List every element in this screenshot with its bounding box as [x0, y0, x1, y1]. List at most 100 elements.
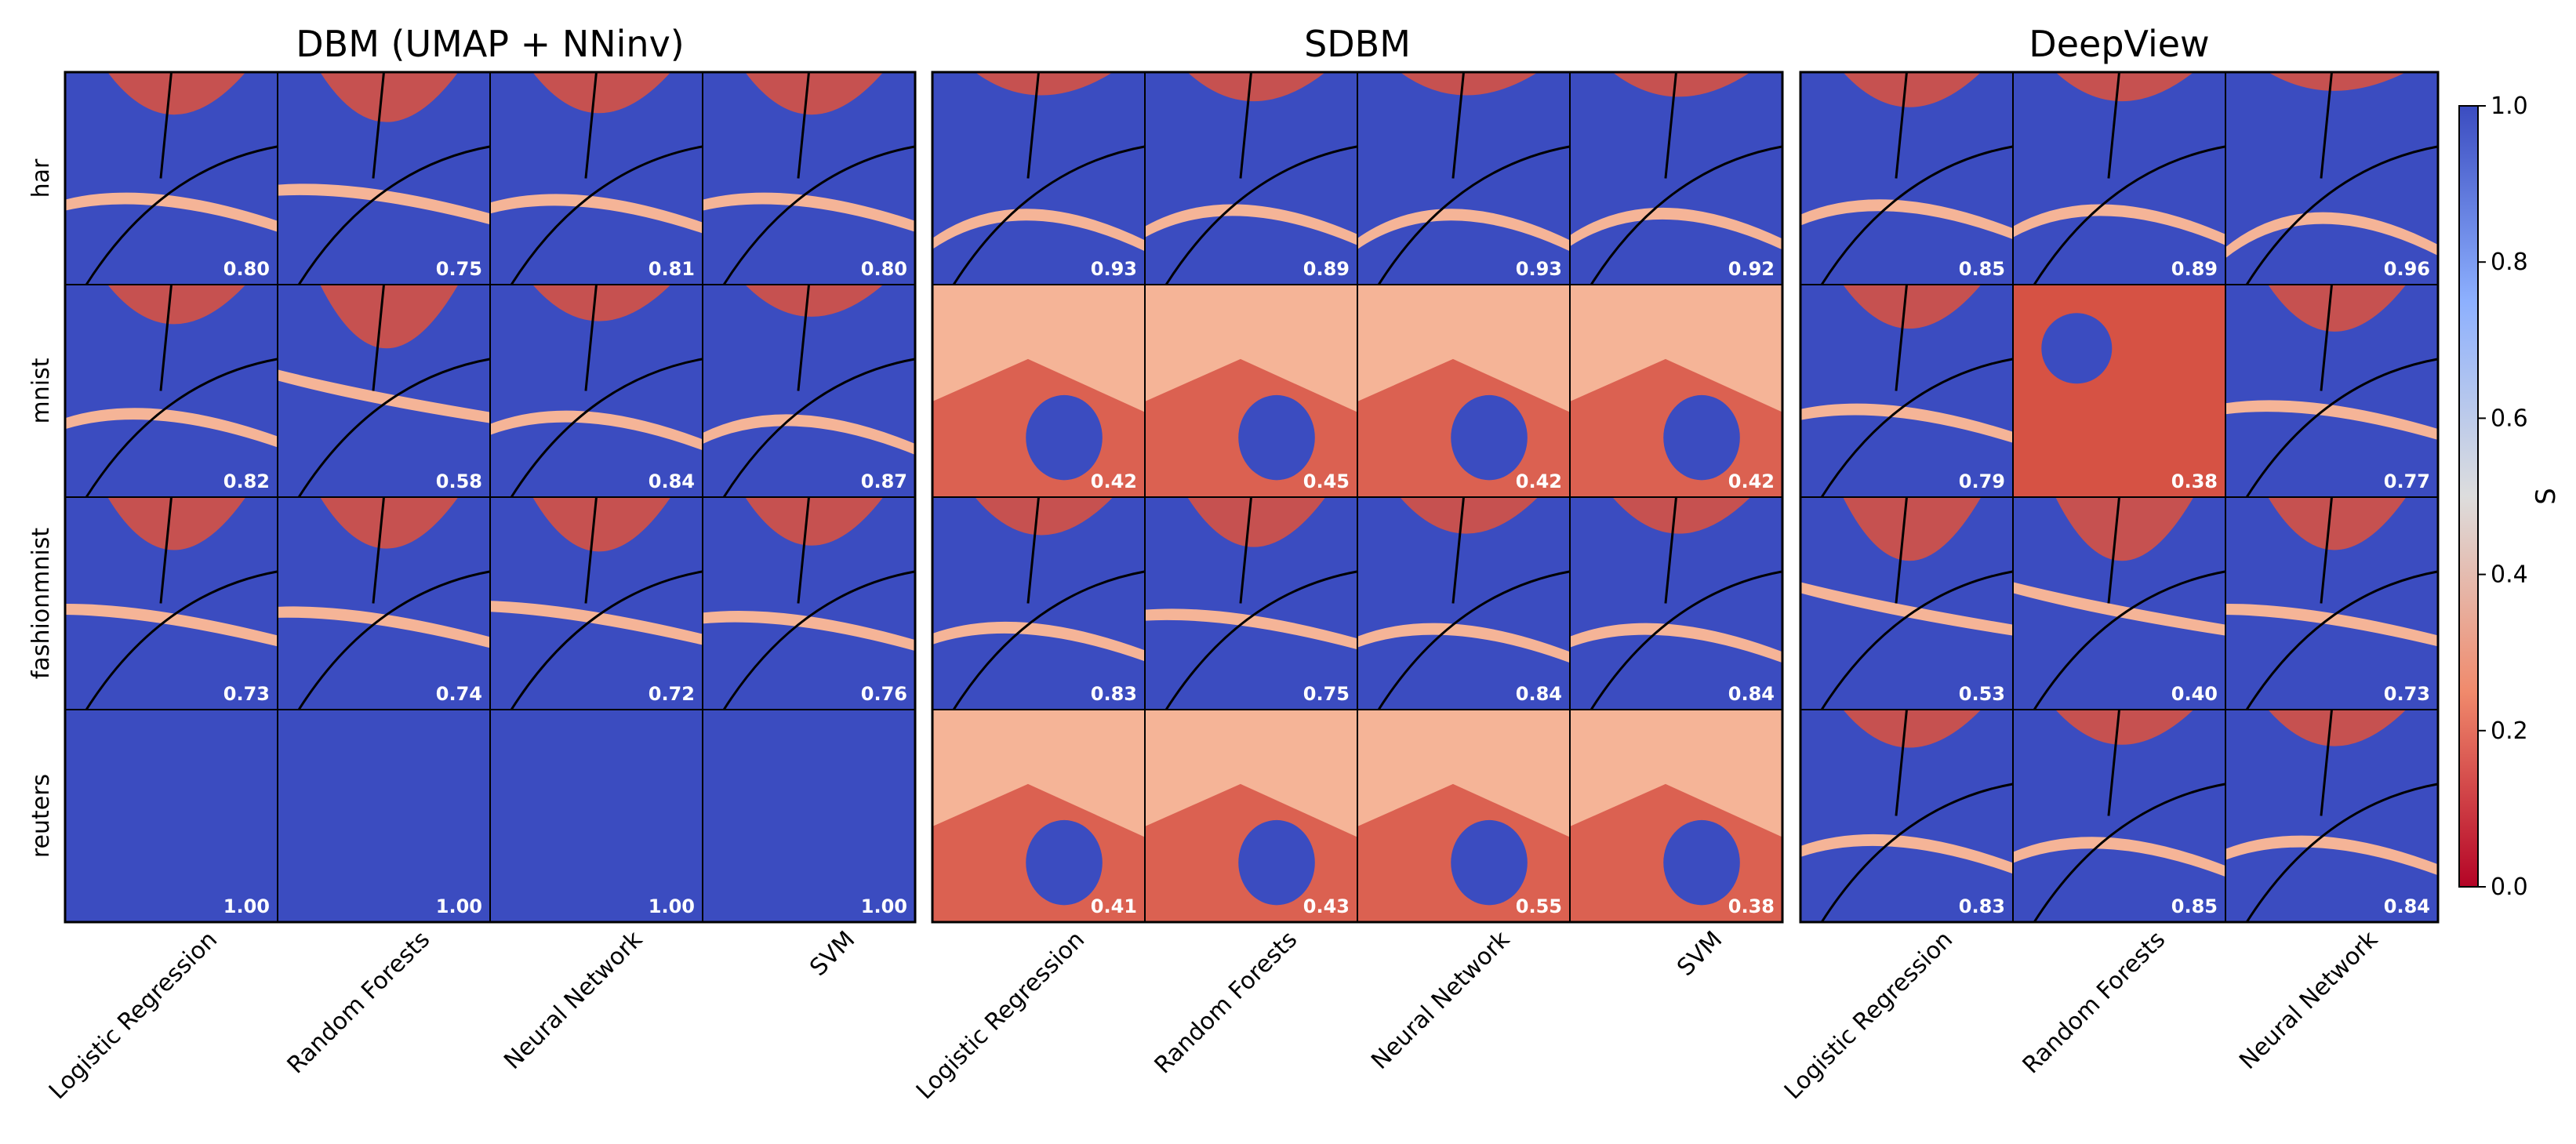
score-label: 0.84: [2384, 895, 2430, 917]
low-confidence-region: [1400, 72, 1539, 96]
row-label-mnist: mnist: [27, 358, 55, 423]
decision-boundary: [85, 71, 278, 285]
map-background: [2013, 72, 2225, 285]
row-label-har: har: [27, 158, 55, 198]
colorbar: 0.0 0.2 0.4 0.6 0.8 1.0 S: [2458, 93, 2562, 901]
score-label: 0.80: [223, 258, 270, 280]
high-confidence-region: [1238, 394, 1315, 481]
colorbar-tick-label: 0.0: [2491, 873, 2528, 901]
map-cell: 0.93: [932, 71, 1146, 285]
high-confidence-region: [1238, 819, 1315, 906]
low-confidence-region: [1400, 497, 1539, 534]
score-label: 0.72: [649, 683, 695, 705]
map-cell: 0.89: [1144, 71, 1358, 285]
score-label: 0.75: [436, 258, 482, 280]
score-label: 0.42: [1091, 470, 1137, 492]
low-confidence-region: [1570, 207, 1782, 250]
decision-boundary: [297, 284, 491, 498]
classifier-label: Neural Network: [2234, 925, 2383, 1074]
score-label: 0.38: [1728, 895, 1775, 917]
map-cell: 0.43: [1144, 709, 1358, 923]
panel-group-2: DeepView 0.85 0.89 0.96 0.79 0.38 0.77 0.53 0.40…: [1779, 23, 2440, 1105]
low-confidence-region: [1612, 497, 1751, 534]
map-background: [65, 710, 278, 922]
map-cell: 0.75: [1144, 496, 1358, 710]
score-label: 0.73: [2384, 683, 2430, 705]
low-confidence-region: [975, 497, 1114, 536]
map-cell: 0.93: [1357, 71, 1571, 285]
decision-boundary: [2033, 71, 2226, 285]
low-confidence-region: [490, 410, 703, 451]
score-label: 0.55: [1516, 895, 1562, 917]
decision-boundary: [297, 71, 491, 285]
map-cell: 0.84: [1357, 496, 1571, 710]
low-confidence-region: [107, 497, 246, 550]
map-cell: 0.42: [932, 284, 1146, 498]
score-label: 0.93: [1516, 258, 1562, 280]
decision-boundary: [722, 71, 916, 285]
map-background: [2013, 710, 2225, 922]
low-confidence-region: [65, 192, 278, 232]
map-cell: 0.92: [1569, 71, 1783, 285]
map-cell: 0.89: [2012, 71, 2226, 285]
classifier-label: SVM: [1672, 926, 1728, 982]
map-background: [1357, 72, 1570, 285]
score-label: 0.92: [1728, 258, 1775, 280]
low-confidence-region: [2013, 837, 2225, 877]
score-label: 0.84: [1728, 683, 1775, 705]
score-label: 0.83: [1091, 683, 1137, 705]
high-confidence-region: [1663, 394, 1740, 481]
classifier-label: Neural Network: [499, 925, 648, 1074]
score-label: 0.79: [1959, 470, 2005, 492]
score-label: 0.81: [649, 258, 695, 280]
score-label: 0.85: [2171, 895, 2218, 917]
decision-boundary: [1377, 496, 1571, 710]
row-label-fashionmnist: fashionmnist: [27, 528, 55, 679]
map-background: [490, 710, 703, 922]
classifier-label: Neural Network: [1366, 925, 1515, 1074]
low-confidence-region: [975, 72, 1114, 96]
score-label: 0.83: [1959, 895, 2005, 917]
high-confidence-region: [1451, 394, 1528, 481]
low-confidence-region: [1843, 497, 1982, 561]
decision-boundary: [1820, 284, 2014, 498]
low-confidence-region: [320, 285, 459, 349]
low-confidence-region: [2268, 497, 2407, 550]
score-label: 0.89: [1303, 258, 1350, 280]
score-label: 0.77: [2384, 470, 2430, 492]
map-cell: 0.80: [702, 71, 916, 285]
score-label: 0.82: [223, 470, 270, 492]
low-confidence-region: [1187, 497, 1326, 547]
decision-boundary: [1820, 71, 2014, 285]
group-frame: [931, 71, 1784, 924]
classifier-label: Random Forests: [282, 926, 435, 1079]
low-confidence-region: [2268, 285, 2407, 332]
classifier-label: Logistic Regression: [1779, 926, 1958, 1105]
score-label: 0.73: [223, 683, 270, 705]
low-confidence-region: [1612, 72, 1751, 97]
low-confidence-region: [703, 192, 915, 232]
score-label: 0.84: [1516, 683, 1562, 705]
map-cell: 0.74: [277, 496, 491, 710]
low-confidence-region: [1357, 623, 1570, 663]
decision-boundary: [952, 71, 1146, 285]
low-confidence-region: [278, 369, 490, 423]
decision-boundary: [85, 284, 278, 498]
decision-boundary: [1590, 496, 1783, 710]
classifier-label: Random Forests: [1150, 926, 1303, 1079]
score-label: 0.42: [1728, 470, 1775, 492]
map-cell: 0.80: [64, 71, 278, 285]
low-confidence-region: [2268, 710, 2407, 746]
map-background: [703, 710, 915, 922]
low-confidence-region: [932, 621, 1145, 662]
low-confidence-region: [320, 72, 459, 122]
map-cell: 0.81: [489, 71, 703, 285]
low-confidence-region: [532, 497, 671, 552]
low-confidence-region: [1843, 72, 1982, 107]
score-label: 1.00: [436, 895, 482, 917]
score-label: 0.43: [1303, 895, 1350, 917]
decision-boundary: [510, 496, 703, 710]
map-cell: 0.96: [2225, 71, 2439, 285]
high-confidence-region: [2041, 313, 2113, 384]
map-cell: 0.73: [2225, 496, 2439, 710]
